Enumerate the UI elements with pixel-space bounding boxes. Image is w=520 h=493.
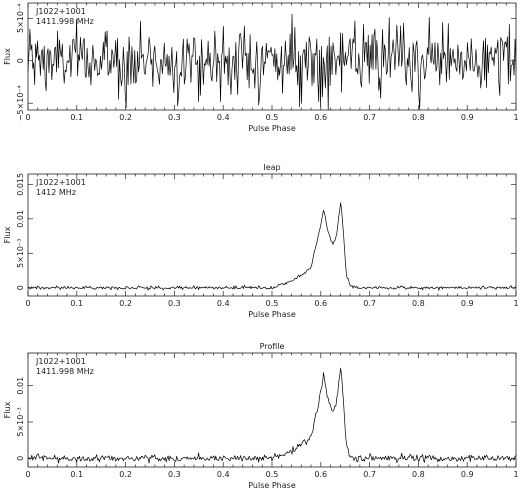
y-tick-label: 0 (16, 456, 25, 461)
x-tick-label: 0.8 (412, 470, 425, 479)
panel-3: 0 0.1 0.2 0.3 0.4 0.5 0.6 0.7 0.8 0.9 1 0 5×10⁻³ 0.01… (3, 342, 519, 490)
x-tick-label: 0.7 (363, 470, 376, 479)
plot-frame (27, 173, 517, 297)
x-tick-label: 0.6 (314, 470, 327, 479)
x-tick-label: 0.9 (461, 113, 474, 122)
pulsar-name-label: J1022+1001 (35, 178, 86, 187)
x-tick-label: 0.3 (168, 299, 181, 308)
x-tick-label: 0.3 (168, 470, 181, 479)
x-tick-label: 0.6 (314, 299, 327, 308)
x-tick-label: 0.9 (461, 470, 474, 479)
y-axis-title: Flux (3, 226, 12, 243)
y-tick-label: 5×10⁻⁴ (16, 4, 25, 33)
x-tick-label: 0.1 (70, 299, 83, 308)
x-tick-label: 0 (25, 113, 30, 122)
data-trace (27, 13, 517, 111)
pulsar-name-label: J1022+1001 (35, 357, 86, 366)
y-tick-label: 5×10⁻³ (16, 239, 25, 268)
frequency-label: 1411.998 MHz (36, 367, 94, 376)
x-tick-label: 0.7 (363, 299, 376, 308)
x-axis-title: Pulse Phase (248, 481, 296, 490)
panel-1: 0 0.1 0.2 0.3 0.4 0.5 0.6 0.7 0.8 0.9 1−5×10⁻⁴05×1… (3, 2, 519, 133)
x-tick-label: 0.2 (119, 299, 132, 308)
data-trace (27, 367, 517, 464)
y-tick-label: −5×10⁻⁴ (16, 85, 25, 121)
pulsar-name-label: J1022+1001 (35, 7, 86, 16)
y-tick-label: 5×10⁻³ (16, 407, 25, 436)
data-trace (27, 202, 517, 291)
x-tick-label: 0.4 (217, 299, 230, 308)
frequency-label: 1411.998 MHz (36, 17, 94, 26)
y-tick-label: 0.01 (16, 210, 25, 228)
y-tick-label: 0 (16, 58, 25, 63)
x-tick-label: 0.9 (461, 299, 474, 308)
x-tick-label: 1 (513, 299, 518, 308)
x-tick-label: 0.8 (412, 113, 425, 122)
x-axis-title: Pulse Phase (248, 124, 296, 133)
x-tick-label: 0.2 (119, 113, 132, 122)
x-tick-label: 1 (513, 113, 518, 122)
x-tick-label: 0 (25, 470, 30, 479)
x-axis-title: Pulse Phase (248, 310, 296, 319)
x-tick-label: 0.5 (266, 113, 279, 122)
y-tick-label: 0.015 (16, 173, 25, 196)
x-tick-label: 0.5 (266, 299, 279, 308)
x-tick-label: 0.4 (217, 113, 230, 122)
x-tick-label: 0 (25, 299, 30, 308)
y-tick-label: 0.01 (16, 377, 25, 395)
plot-frame (27, 2, 517, 111)
x-tick-label: 0.2 (119, 470, 132, 479)
x-tick-label: 0.1 (70, 113, 83, 122)
plot-frame (27, 352, 517, 468)
x-tick-label: 0.3 (168, 113, 181, 122)
x-tick-label: 1 (513, 470, 518, 479)
y-axis-title: Flux (3, 401, 12, 418)
frequency-label: 1412 MHz (36, 188, 76, 197)
x-tick-label: 0.6 (314, 113, 327, 122)
x-tick-label: 0.5 (266, 470, 279, 479)
y-axis-title: Flux (3, 48, 12, 65)
panel-2: 0 0.1 0.2 0.3 0.4 0.5 0.6 0.7 0.8 0.9 1 0 5×10⁻³ 0.01… (3, 163, 519, 319)
x-tick-label: 0.1 (70, 470, 83, 479)
panel-title: Profile (260, 342, 285, 351)
panel-title: Ieap (263, 163, 280, 172)
x-tick-label: 0.7 (363, 113, 376, 122)
y-tick-label: 0 (16, 285, 25, 290)
x-tick-label: 0.8 (412, 299, 425, 308)
x-tick-label: 0.4 (217, 470, 230, 479)
